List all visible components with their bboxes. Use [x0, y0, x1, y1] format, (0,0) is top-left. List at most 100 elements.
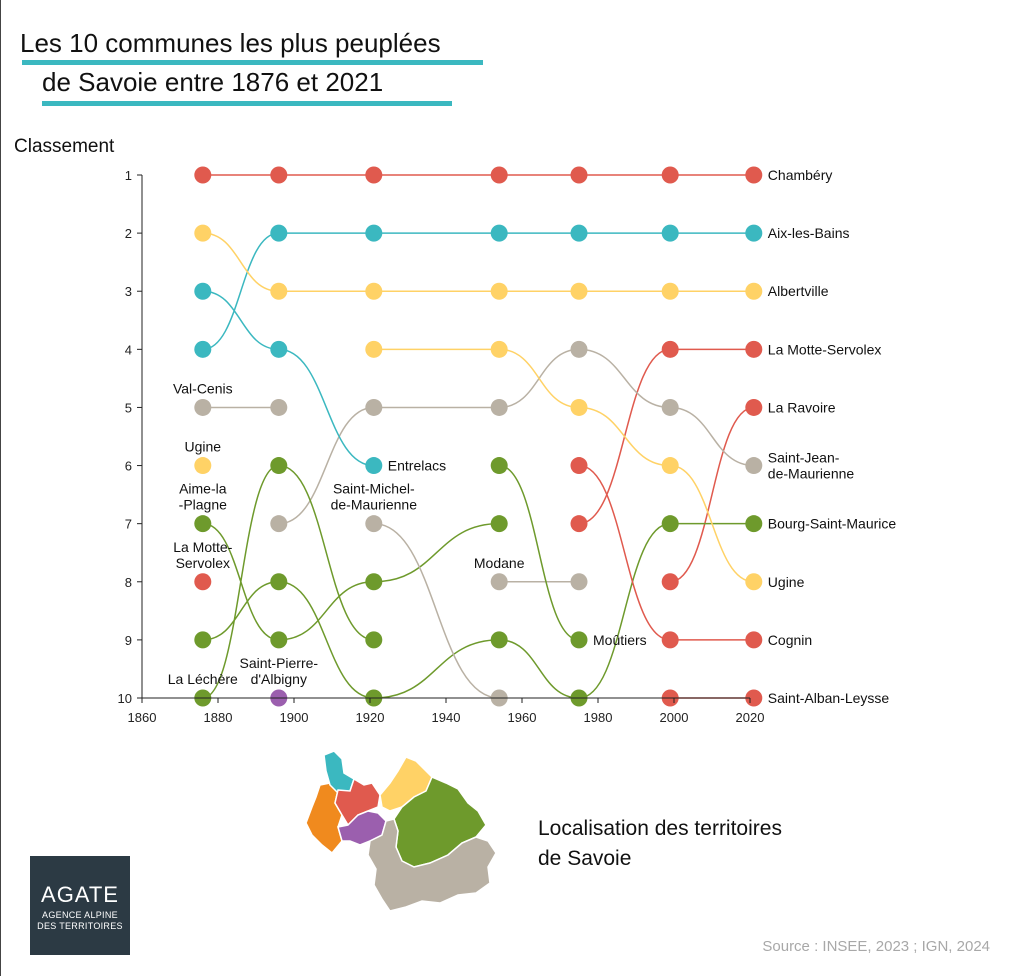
- series-label-la-l-ch-re: La Léchère: [168, 671, 238, 687]
- point-chamb-ry: [745, 166, 763, 184]
- y-tick-label: 10: [118, 691, 132, 706]
- point-bourg-saint-maurice: [661, 515, 679, 533]
- link-bourg-saint-maurice: [373, 639, 500, 699]
- series-label-ugine: Ugine: [768, 574, 805, 590]
- point-albertville: [661, 282, 679, 300]
- map-zone-gray: [367, 818, 497, 912]
- series-label-bourg-saint-maurice: Bourg-Saint-Maurice: [768, 516, 897, 532]
- point-la-ravoire: [745, 398, 763, 416]
- point-ugine: [490, 340, 508, 358]
- chart-links: [202, 174, 754, 699]
- series-label-ugine: Ugine: [185, 439, 222, 455]
- point-aix-les-bains: [365, 224, 383, 242]
- link-bourg-saint-maurice: [499, 639, 580, 699]
- map-title-line-1: Localisation des territoires: [538, 817, 782, 840]
- point-saint-jean-de-maurienne: [745, 457, 763, 475]
- point-albertville: [570, 282, 588, 300]
- y-tick-label: 9: [125, 633, 132, 648]
- point-la-motte-servolex: [570, 515, 588, 533]
- title-line-2: de Savoie entre 1876 et 2021: [42, 67, 384, 97]
- point-chamb-ry: [270, 166, 288, 184]
- point-aime-la-plagne: [365, 573, 383, 591]
- map-zone-red: [334, 777, 381, 827]
- point-saint-jean-de-maurienne: [270, 515, 288, 533]
- point-albertville: [365, 282, 383, 300]
- point-aix-les-bains: [270, 224, 288, 242]
- link-entrelacs: [202, 290, 279, 351]
- logo-subtitle-line-2: DES TERRITOIRES: [37, 921, 123, 931]
- point-saint-jean-de-maurienne: [490, 398, 508, 416]
- y-tick-label: 1: [125, 168, 132, 183]
- link-la-l-ch-re: [278, 464, 374, 641]
- point-la-motte-servolex: [745, 340, 763, 358]
- bump-chart: 1 2 3 4 5 6 7 8 9 10 1860 1880 1900 1920 1940 1960 1980 2…: [118, 166, 897, 725]
- link-saint-jean-de-maurienne: [670, 406, 754, 467]
- series-label-la-ravoire: La Ravoire: [768, 399, 836, 415]
- agate-logo: AGATE AGENCE ALPINE DES TERRITOIRES: [30, 856, 130, 955]
- point-cognin: [570, 457, 588, 475]
- x-tick-label: 1860: [128, 710, 157, 725]
- series-label-la-motte-servolex: La Motte-Servolex: [768, 341, 882, 357]
- point-modane: [490, 573, 508, 591]
- title-underline-1: [22, 60, 483, 65]
- point-ugine: [194, 457, 212, 475]
- link-bourg-saint-maurice: [202, 581, 279, 641]
- point-albertville: [490, 282, 508, 300]
- point-val-cenis: [194, 398, 212, 416]
- link-bourg-saint-maurice: [278, 581, 374, 699]
- point-chamb-ry: [661, 166, 679, 184]
- series-label-saint-pierre-d-albigny: Saint-Pierre-d'Albigny: [240, 655, 319, 687]
- series-label-chamb-ry: Chambéry: [768, 167, 833, 183]
- y-tick-label: 4: [125, 342, 132, 357]
- link-saint-michel-de-maurienne: [373, 522, 500, 699]
- logo-subtitle-line-1: AGENCE ALPINE: [42, 910, 118, 920]
- point-chamb-ry: [490, 166, 508, 184]
- map-title: Localisation des territoires de Savoie: [538, 814, 782, 874]
- point-entrelacs: [270, 340, 288, 358]
- x-tick-label: 1920: [356, 710, 385, 725]
- point-bourg-saint-maurice: [745, 515, 763, 533]
- point-la-ravoire: [661, 573, 679, 591]
- y-tick-label: 3: [125, 284, 132, 299]
- chart-dots: [194, 166, 763, 707]
- y-tick-label: 2: [125, 226, 132, 241]
- y-tick-label: 6: [125, 459, 132, 474]
- title-underline-2: [42, 101, 452, 106]
- point-la-l-ch-re: [270, 457, 288, 475]
- link-bourg-saint-maurice: [578, 522, 671, 699]
- series-label-aix-les-bains: Aix-les-Bains: [768, 225, 850, 241]
- x-tick-label: 1940: [432, 710, 461, 725]
- link-la-l-ch-re: [202, 464, 279, 699]
- point-saint-jean-de-maurienne: [570, 340, 588, 358]
- link-aix-les-bains: [202, 232, 279, 351]
- x-tick-label: 2020: [736, 710, 765, 725]
- series-label-albertville: Albertville: [768, 283, 829, 299]
- point-mo-tiers: [570, 631, 588, 649]
- savoie-territories-map: [305, 750, 497, 912]
- point-entrelacs: [365, 457, 383, 475]
- series-label-val-cenis: Val-Cenis: [173, 380, 233, 396]
- series-label-entrelacs: Entrelacs: [388, 458, 446, 474]
- link-aime-la-plagne: [373, 522, 500, 583]
- point-modane: [570, 573, 588, 591]
- series-label-la-motte-servolex: La Motte-Servolex: [173, 539, 232, 571]
- point-aix-les-bains: [661, 224, 679, 242]
- link-ugine: [670, 464, 754, 583]
- link-saint-jean-de-maurienne: [278, 406, 374, 525]
- point-ugine: [661, 457, 679, 475]
- point-aime-la-plagne: [194, 515, 212, 533]
- logo-name: AGATE: [41, 882, 119, 907]
- point-ugine: [365, 340, 383, 358]
- point-cognin: [745, 631, 763, 649]
- point-bourg-saint-maurice: [270, 573, 288, 591]
- link-cognin: [578, 464, 671, 641]
- map-title-line-2: de Savoie: [538, 847, 632, 870]
- point-aix-les-bains: [490, 224, 508, 242]
- series-label-aime-la-plagne: Aime-la -Plagne: [179, 481, 227, 513]
- y-axis-label: Classement: [14, 136, 115, 157]
- link-mo-tiers: [499, 464, 580, 641]
- series-label-cognin: Cognin: [768, 632, 812, 648]
- point-chamb-ry: [365, 166, 383, 184]
- series-label-saint-michel-de-maurienne: Saint-Michel-de-Maurienne: [331, 481, 418, 513]
- y-tick-label: 8: [125, 575, 132, 590]
